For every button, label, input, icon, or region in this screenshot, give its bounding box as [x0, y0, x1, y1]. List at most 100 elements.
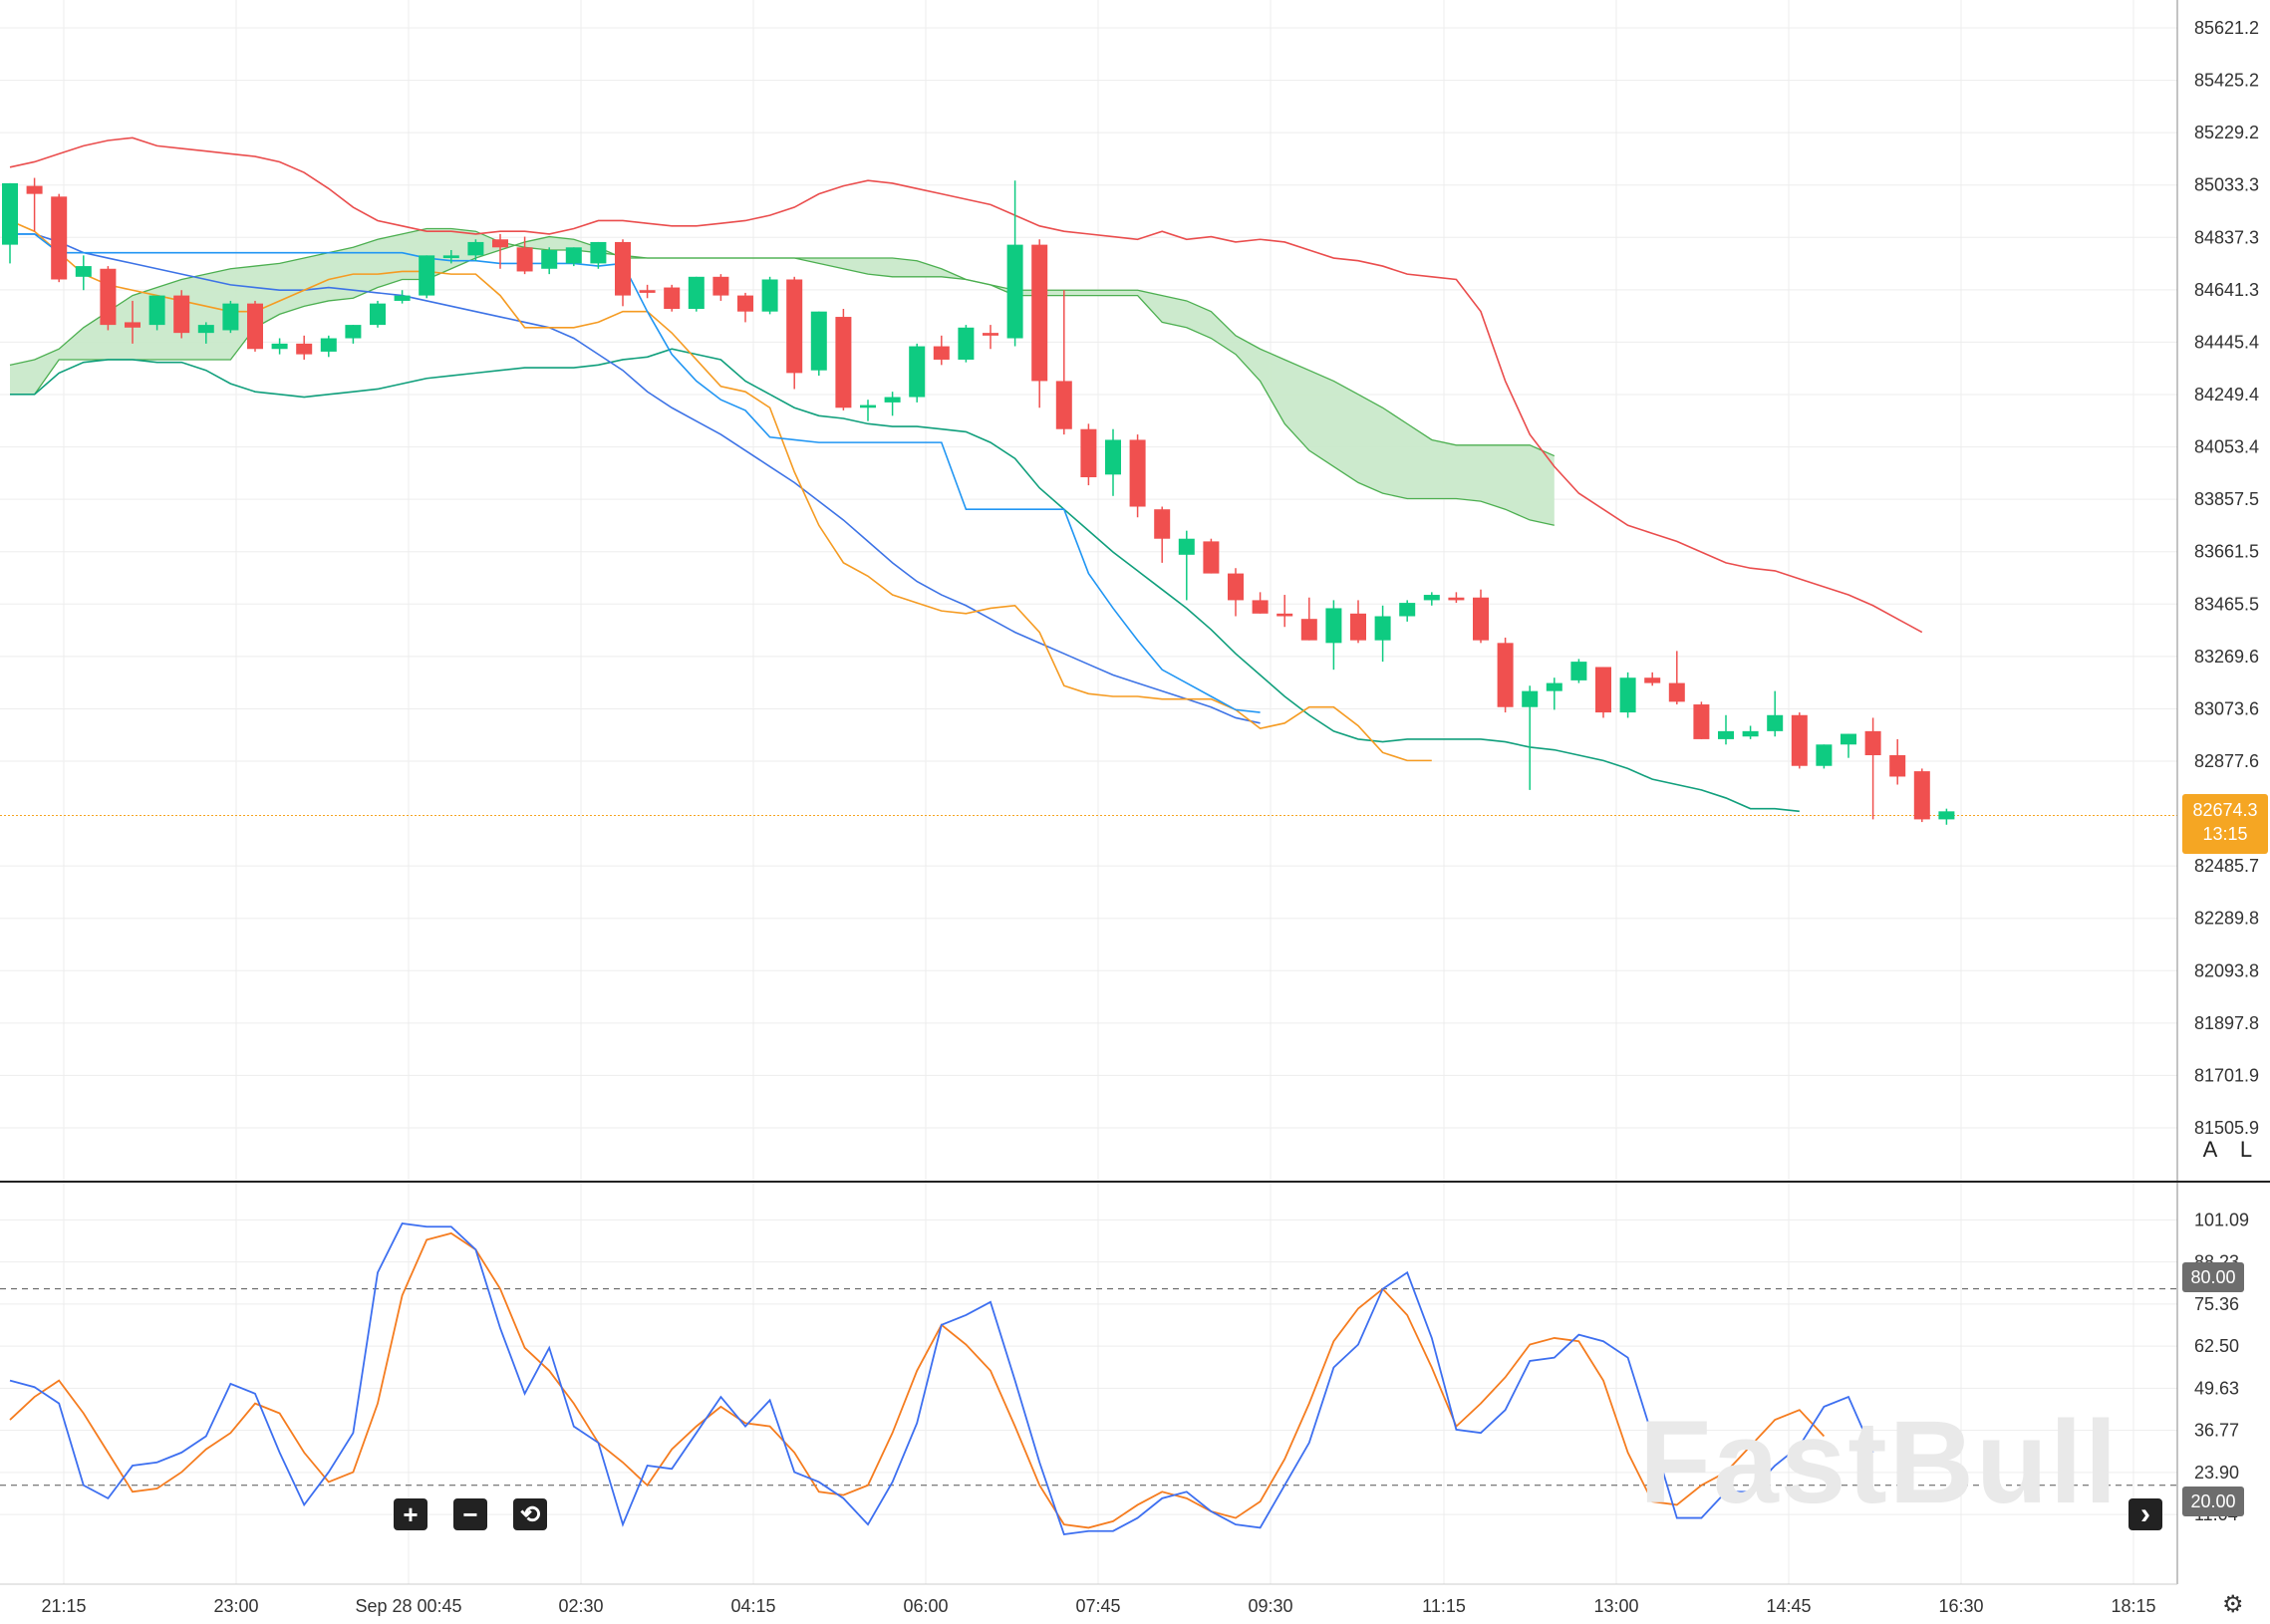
candle-body: [125, 322, 141, 328]
candle-body: [1570, 662, 1587, 680]
price-tick-label: 84249.4: [2194, 385, 2259, 405]
cloud-span-b: [10, 235, 1556, 457]
candle-body: [1178, 538, 1195, 555]
candle-body: [26, 185, 43, 194]
candle-body: [860, 405, 876, 408]
candle-body: [1693, 704, 1710, 739]
base-line: [10, 233, 1261, 713]
candle-body: [1791, 714, 1808, 766]
settings-icon[interactable]: ⚙: [2222, 1591, 2244, 1618]
candle-body: [1300, 619, 1317, 641]
osc-d-line: [9, 1231, 1826, 1529]
candle-body: [1889, 755, 1906, 777]
price-tick-label: 84641.3: [2194, 280, 2259, 300]
price-tick-label: 81505.9: [2194, 1118, 2259, 1138]
candle-body: [712, 276, 729, 296]
time-tick-label: 14:45: [1766, 1596, 1811, 1616]
candle-body: [320, 338, 337, 352]
candle-body: [1423, 595, 1440, 601]
price-tick-label: 85229.2: [2194, 123, 2259, 142]
grid-lines: [0, 0, 2177, 1584]
candle-body: [394, 295, 411, 301]
candle-body: [1742, 730, 1759, 737]
candle-body: [370, 303, 386, 326]
time-tick-label: Sep 28 00:45: [355, 1596, 461, 1616]
time-tick-label: 04:15: [730, 1596, 775, 1616]
candle-body: [442, 255, 459, 259]
conversion-line: [9, 219, 1432, 762]
time-tick-label: 21:15: [41, 1596, 86, 1616]
candle-body: [1277, 613, 1293, 617]
candle-body: [958, 327, 975, 360]
candle-body: [1203, 541, 1220, 574]
candle-body: [909, 346, 926, 398]
candle-body: [1546, 682, 1562, 691]
candle-body: [590, 241, 607, 264]
price-tick-label: 83269.6: [2194, 647, 2259, 667]
candle-body: [1252, 600, 1269, 614]
price-tick-label: 85033.3: [2194, 175, 2259, 195]
time-tick-label: 09:30: [1248, 1596, 1292, 1616]
ref-level-20-tag: 20.00: [2182, 1487, 2244, 1516]
next-button[interactable]: ›: [2128, 1497, 2162, 1530]
price-tick-label: 83073.6: [2194, 698, 2259, 718]
zoom-in-button[interactable]: +: [394, 1498, 427, 1530]
candle-body: [541, 249, 558, 269]
time-tick-label: 07:45: [1075, 1596, 1120, 1616]
candle-body: [271, 343, 288, 350]
auto-scale-button[interactable]: A: [2202, 1137, 2218, 1162]
osc-tick-label: 101.09: [2194, 1210, 2249, 1229]
osc-tick-label: 75.36: [2194, 1294, 2239, 1314]
candle-body: [1522, 690, 1539, 707]
bb-lower-line: [10, 348, 1800, 813]
candle-body: [197, 325, 214, 334]
price-tick-label: 82877.6: [2194, 751, 2259, 771]
candle-body: [1374, 616, 1391, 641]
candle-body: [1497, 643, 1514, 707]
price-tick-label: 82485.7: [2194, 856, 2259, 876]
candle-body: [1006, 244, 1023, 339]
candle-body: [148, 295, 165, 326]
candle-body: [1841, 733, 1856, 745]
candle-body: [835, 317, 852, 408]
last-price-value: 82674.3: [2192, 800, 2258, 820]
time-tick-label: 02:30: [558, 1596, 603, 1616]
zoom-out-button[interactable]: −: [453, 1498, 487, 1530]
price-tick-label: 81701.9: [2194, 1065, 2259, 1085]
price-tick-label: 84053.4: [2194, 437, 2259, 457]
candle-body: [51, 196, 68, 280]
osc-tick-label: 36.77: [2194, 1421, 2239, 1441]
price-tick-label: 84445.4: [2194, 332, 2259, 352]
candle-body: [222, 303, 239, 331]
osc-tick-label: 23.90: [2194, 1463, 2239, 1483]
candle-body: [983, 333, 998, 336]
candle-body: [1864, 730, 1881, 756]
candle-body: [1718, 730, 1734, 739]
candle-body: [467, 241, 484, 256]
indicator-lines: [0, 136, 2177, 817]
candle-body: [173, 295, 190, 334]
candle-body: [1129, 439, 1146, 507]
candle-body: [296, 343, 313, 355]
candle-body: [1644, 677, 1661, 683]
time-tick-label: 11:15: [1422, 1596, 1466, 1616]
cloud-area: [10, 228, 1555, 526]
candle-body: [1619, 677, 1636, 713]
candle-body: [1767, 714, 1784, 731]
countdown-value: 13:15: [2202, 824, 2248, 844]
candlestick-series: [2, 177, 1955, 825]
candle-body: [664, 287, 681, 310]
price-tick-label: 85425.2: [2194, 71, 2259, 91]
candle-body: [516, 247, 533, 272]
ichimoku-cloud: [9, 227, 1556, 526]
price-tick-label: 83661.5: [2194, 542, 2259, 562]
candle-body: [247, 303, 263, 350]
candle-body: [1595, 667, 1611, 713]
candle-body: [761, 279, 778, 312]
reset-button[interactable]: ⟲: [513, 1498, 547, 1530]
candle-body: [1816, 744, 1833, 766]
log-scale-button[interactable]: L: [2239, 1137, 2253, 1162]
price-tick-label: 84837.3: [2194, 227, 2259, 247]
